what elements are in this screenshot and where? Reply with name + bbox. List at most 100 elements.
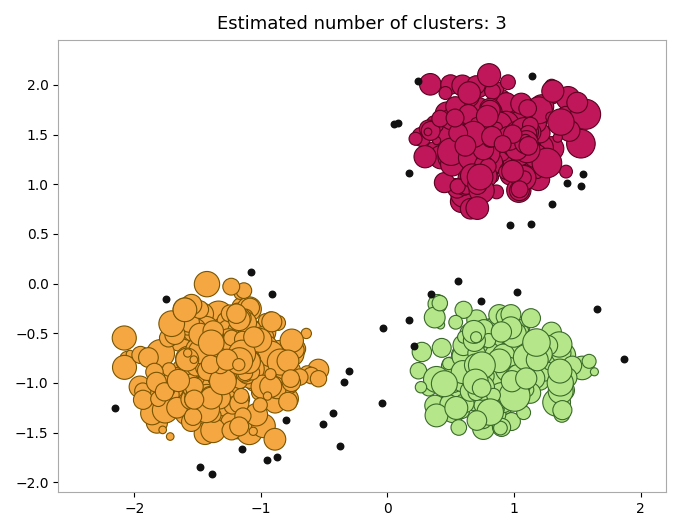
Point: [217, 377, 228, 386]
Point: [493, 121, 504, 130]
Point: [542, 341, 553, 350]
Point: [488, 173, 499, 182]
Point: [138, 396, 148, 404]
Point: [481, 112, 492, 121]
Point: [514, 380, 525, 388]
Point: [450, 318, 461, 327]
Point: [257, 333, 268, 342]
Point: [441, 376, 452, 385]
Point: [225, 361, 236, 369]
Point: [478, 416, 489, 425]
Point: [123, 355, 133, 364]
Point: [494, 126, 505, 135]
Point: [240, 350, 251, 359]
Point: [476, 186, 487, 195]
Point: [200, 326, 211, 335]
Point: [528, 354, 539, 362]
Point: [215, 348, 225, 357]
Point: [473, 147, 484, 155]
Point: [479, 114, 490, 123]
Point: [445, 80, 456, 89]
Point: [134, 382, 145, 391]
Point: [450, 181, 461, 189]
Point: [479, 372, 490, 380]
Point: [459, 351, 470, 359]
Point: [214, 374, 225, 383]
Point: [200, 380, 210, 389]
Point: [496, 119, 507, 128]
Point: [457, 368, 468, 376]
Point: [477, 361, 488, 370]
Point: [478, 188, 489, 196]
Point: [241, 365, 252, 373]
Point: [188, 380, 199, 389]
Point: [432, 299, 443, 308]
Point: [377, 324, 388, 333]
Point: [514, 392, 525, 401]
Point: [182, 355, 193, 364]
Point: [415, 383, 426, 391]
Point: [206, 339, 217, 347]
Point: [530, 337, 541, 345]
Point: [511, 348, 522, 356]
Point: [466, 118, 477, 126]
Point: [460, 181, 471, 190]
Point: [485, 158, 496, 167]
Point: [457, 407, 468, 415]
Point: [182, 356, 193, 364]
Point: [528, 339, 539, 348]
Point: [541, 345, 552, 354]
Point: [529, 345, 540, 353]
Point: [505, 310, 516, 319]
Point: [522, 158, 533, 166]
Point: [520, 370, 531, 378]
Point: [445, 362, 456, 370]
Point: [465, 204, 476, 213]
Point: [157, 426, 168, 434]
Point: [428, 124, 439, 133]
Point: [437, 344, 447, 352]
Point: [247, 355, 258, 364]
Point: [238, 331, 249, 339]
Point: [482, 150, 493, 158]
Point: [546, 82, 557, 90]
Point: [183, 321, 193, 329]
Point: [276, 386, 287, 395]
Point: [266, 318, 277, 326]
Point: [189, 382, 200, 391]
Point: [202, 363, 212, 372]
Point: [422, 127, 433, 136]
Point: [489, 160, 500, 169]
Point: [164, 390, 175, 399]
Point: [236, 444, 247, 453]
Point: [186, 363, 197, 372]
Point: [234, 406, 244, 414]
Point: [184, 379, 195, 387]
Point: [535, 129, 545, 138]
Point: [343, 366, 354, 375]
Point: [500, 374, 511, 382]
Point: [467, 145, 478, 154]
Point: [567, 361, 577, 370]
Point: [524, 129, 535, 137]
Point: [194, 305, 205, 314]
Point: [575, 140, 586, 148]
Point: [416, 348, 427, 356]
Point: [535, 378, 545, 386]
Point: [184, 318, 195, 327]
Point: [214, 393, 225, 402]
Point: [559, 386, 570, 395]
Point: [266, 315, 276, 323]
Point: [302, 369, 313, 377]
Point: [504, 134, 515, 142]
Point: [459, 399, 470, 407]
Point: [208, 331, 219, 340]
Point: [592, 305, 603, 313]
Point: [448, 406, 459, 415]
Point: [260, 316, 271, 325]
Point: [262, 392, 273, 400]
Point: [485, 135, 496, 144]
Point: [138, 387, 148, 395]
Point: [564, 126, 575, 135]
Point: [554, 340, 565, 349]
